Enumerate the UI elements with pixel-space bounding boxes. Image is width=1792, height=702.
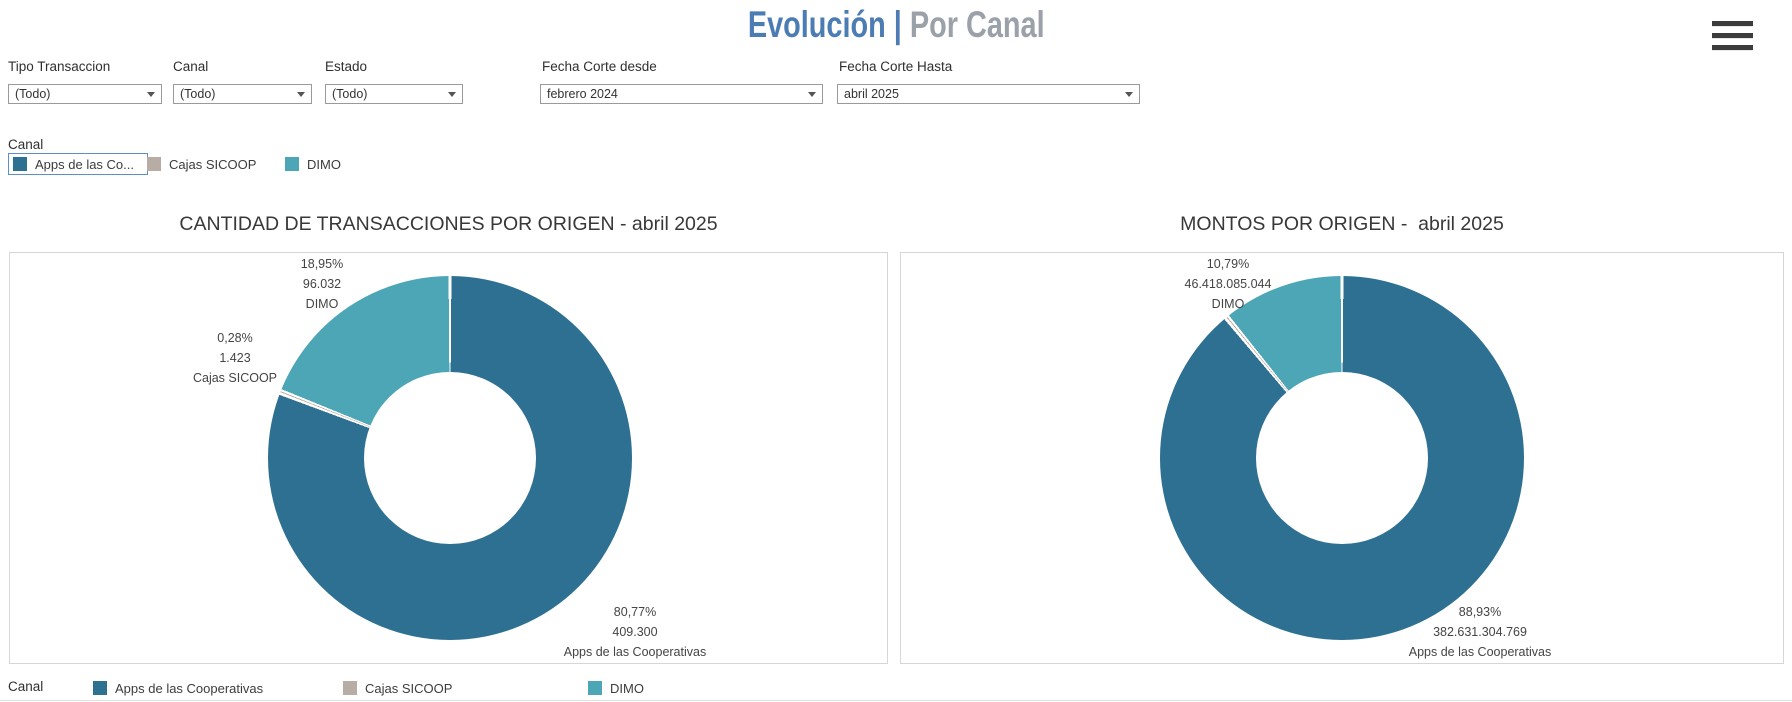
donut-hole bbox=[1256, 372, 1428, 544]
slice-category: Cajas SICOOP bbox=[192, 371, 278, 385]
filter-dropdown-fecha-hasta[interactable]: abril 2025 bbox=[837, 84, 1140, 104]
bottom-legend-item-cajas[interactable]: Cajas SICOOP bbox=[343, 678, 452, 698]
canal-filter-item-label: Apps de las Co... bbox=[35, 156, 134, 172]
donut-chart-montos[interactable] bbox=[1160, 276, 1524, 640]
filter-dropdown-tipo-transaccion[interactable]: (Todo) bbox=[8, 84, 162, 104]
chart-title-cantidad: CANTIDAD DE TRANSACCIONES POR ORIGEN - a… bbox=[179, 213, 718, 235]
menu-bar bbox=[1712, 45, 1753, 50]
filter-dropdown-estado[interactable]: (Todo) bbox=[325, 84, 463, 104]
canal-filter-item-cajas[interactable]: Cajas SICOOP bbox=[147, 153, 256, 175]
donut-chart-cantidad[interactable] bbox=[268, 276, 632, 640]
bottom-legend-label: DIMO bbox=[610, 680, 644, 696]
slice-category: DIMO bbox=[1211, 297, 1245, 311]
chevron-down-icon bbox=[808, 92, 816, 97]
chart-title-montos: MONTOS POR ORIGEN - abril 2025 bbox=[1180, 213, 1504, 235]
canal-filter-title: Canal bbox=[8, 137, 44, 152]
apps-color-swatch bbox=[13, 157, 27, 171]
canal-filter-item-dimo[interactable]: DIMO bbox=[285, 153, 341, 175]
bottom-legend-title: Canal bbox=[8, 679, 44, 694]
chevron-down-icon bbox=[297, 92, 305, 97]
filter-label-fecha-desde: Fecha Corte desde bbox=[542, 59, 657, 74]
bottom-legend-label: Cajas SICOOP bbox=[365, 680, 453, 696]
title-separator: | bbox=[893, 4, 910, 45]
menu-bar bbox=[1712, 21, 1753, 26]
slice-label-apps-montos: 88,93% 382.631.304.769 Apps de las Coope… bbox=[1340, 602, 1620, 662]
slice-label-apps-cantidad: 80,77% 409.300 Apps de las Cooperativas bbox=[505, 602, 765, 662]
filter-label-estado: Estado bbox=[325, 59, 368, 74]
filter-label-fecha-hasta: Fecha Corte Hasta bbox=[839, 59, 953, 74]
filter-value: febrero 2024 bbox=[547, 87, 618, 101]
bottom-legend-label: Apps de las Cooperativas bbox=[115, 680, 264, 696]
filter-value: abril 2025 bbox=[844, 87, 899, 101]
slice-percent: 88,93% bbox=[1458, 605, 1502, 619]
title-secondary: Por Canal bbox=[909, 4, 1045, 45]
dimo-color-swatch bbox=[285, 157, 299, 171]
hamburger-menu-icon[interactable] bbox=[1712, 21, 1753, 50]
cajas-color-swatch bbox=[343, 681, 357, 695]
bottom-legend-item-dimo[interactable]: DIMO bbox=[588, 678, 644, 698]
slice-value: 46.418.085.044 bbox=[1184, 277, 1272, 291]
chevron-down-icon bbox=[1125, 92, 1133, 97]
filter-value: (Todo) bbox=[332, 87, 368, 101]
slice-percent: 0,28% bbox=[217, 331, 253, 345]
slice-label-cajas-cantidad: 0,28% 1.423 Cajas SICOOP bbox=[135, 328, 335, 388]
donut-hole bbox=[364, 372, 536, 544]
slice-label-dimo-montos: 10,79% 46.418.085.044 DIMO bbox=[1128, 254, 1328, 314]
filter-value: (Todo) bbox=[15, 87, 51, 101]
canal-filter-item-label: Cajas SICOOP bbox=[169, 156, 257, 172]
filter-dropdown-fecha-desde[interactable]: febrero 2024 bbox=[540, 84, 823, 104]
filter-value: (Todo) bbox=[180, 87, 216, 101]
slice-label-dimo-cantidad: 18,95% 96.032 DIMO bbox=[222, 254, 422, 314]
slice-value: 96.032 bbox=[302, 277, 342, 291]
apps-color-swatch bbox=[93, 681, 107, 695]
bottom-legend-item-apps[interactable]: Apps de las Cooperativas bbox=[93, 678, 263, 698]
cajas-color-swatch bbox=[147, 157, 161, 171]
title-primary: Evolución bbox=[747, 4, 894, 45]
chevron-down-icon bbox=[448, 92, 456, 97]
filter-dropdown-canal[interactable]: (Todo) bbox=[173, 84, 312, 104]
slice-percent: 18,95% bbox=[300, 257, 344, 271]
slice-value: 1.423 bbox=[219, 351, 251, 365]
canal-filter-item-apps[interactable]: Apps de las Co... bbox=[8, 153, 148, 175]
slice-value: 382.631.304.769 bbox=[1433, 625, 1527, 639]
filter-label-canal: Canal bbox=[173, 59, 209, 74]
menu-bar bbox=[1712, 33, 1753, 38]
slice-category: Apps de las Cooperativas bbox=[1408, 645, 1552, 659]
slice-percent: 80,77% bbox=[613, 605, 657, 619]
bottom-divider bbox=[0, 700, 1792, 701]
slice-value: 409.300 bbox=[612, 625, 658, 639]
dimo-color-swatch bbox=[588, 681, 602, 695]
page-title-text: Evolución | Por Canal bbox=[748, 4, 1045, 46]
filter-label-tipo-transaccion: Tipo Transaccion bbox=[8, 59, 111, 74]
page-title: Evolución | Por Canal bbox=[0, 4, 1792, 46]
chevron-down-icon bbox=[147, 92, 155, 97]
canal-filter-item-label: DIMO bbox=[307, 156, 341, 172]
slice-category: Apps de las Cooperativas bbox=[563, 645, 707, 659]
slice-percent: 10,79% bbox=[1206, 257, 1250, 271]
slice-category: DIMO bbox=[305, 297, 339, 311]
